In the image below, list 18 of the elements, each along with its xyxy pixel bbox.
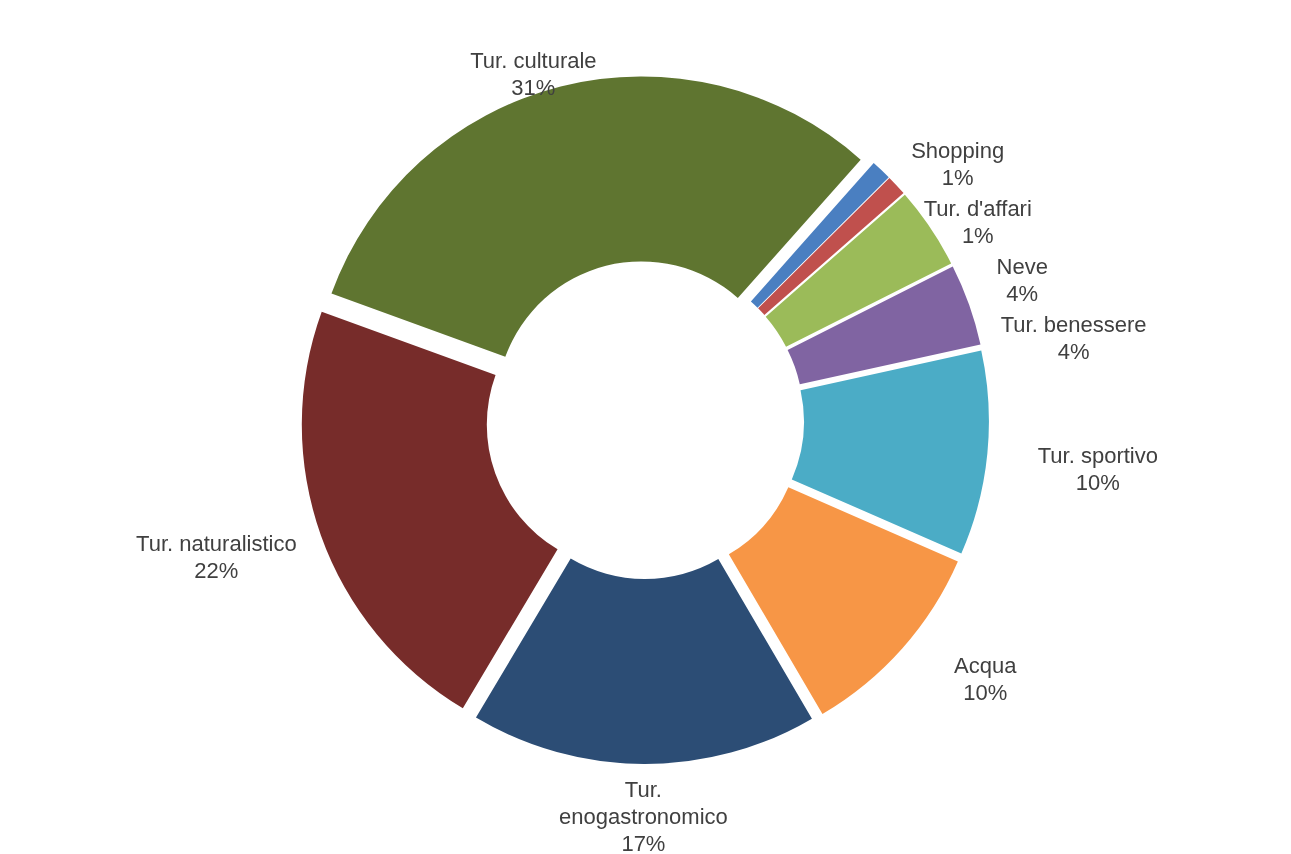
slice-label: Tur. enogastronomico xyxy=(559,777,728,829)
data-label: 10% xyxy=(1075,470,1120,496)
data-label: 10% xyxy=(963,679,1008,705)
slice-label: Tur. sportivo xyxy=(1037,443,1158,469)
data-label: 4% xyxy=(1006,281,1039,307)
slice-label: Neve xyxy=(996,254,1048,280)
data-label: 17% xyxy=(621,831,666,854)
slice-label: Tur. naturalistico xyxy=(136,531,297,557)
slice-label: Tur. culturale xyxy=(470,48,597,74)
slice-label: Tur. d'affari xyxy=(923,196,1032,222)
data-label: 1% xyxy=(941,165,974,191)
data-label: 4% xyxy=(1057,339,1090,365)
slice-label: Acqua xyxy=(954,652,1018,678)
data-label: 1% xyxy=(961,223,994,249)
slice-label: Shopping xyxy=(911,138,1005,164)
data-label: 22% xyxy=(194,558,239,584)
slice-label: Tur. benessere xyxy=(1000,312,1147,338)
data-label: 31% xyxy=(511,75,556,101)
